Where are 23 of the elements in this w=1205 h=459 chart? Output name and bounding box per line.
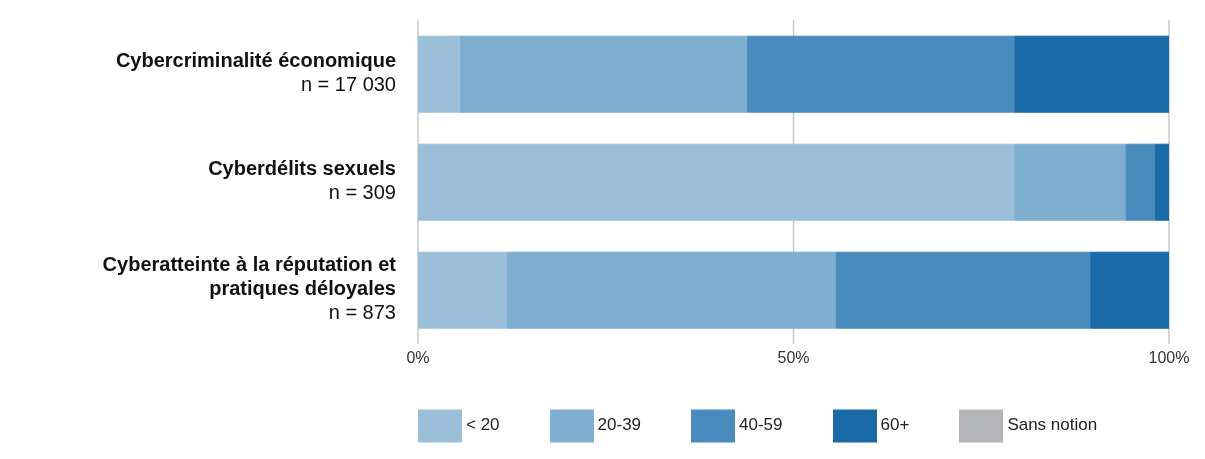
bar (506, 251, 837, 329)
legend-label: 60+ (880, 414, 910, 434)
bar (1090, 251, 1169, 329)
legend-label: Sans notion (1007, 414, 1098, 434)
y-tick-label: Cybercriminalité économique n = 17 030 (115, 49, 396, 96)
y-tick-label: Cyberatteinte à la réputation et pratiques déloyales n = 873 (102, 253, 397, 324)
bar (418, 143, 1016, 221)
bar (1014, 35, 1169, 113)
bar (1154, 143, 1169, 221)
legend-label: 20-39 (597, 414, 642, 434)
bar (835, 251, 1092, 329)
bar (460, 35, 749, 113)
x-tick-label: 50% (777, 349, 810, 367)
bar (418, 251, 508, 329)
x-tick-label: 0% (406, 349, 430, 367)
legend-label: 40-59 (739, 414, 783, 434)
bar (1125, 143, 1156, 221)
x-tick-label: 100% (1148, 349, 1190, 367)
bar (418, 35, 462, 113)
bar (1014, 143, 1127, 221)
y-tick-label: Cyberdélits sexuels n = 309 (208, 157, 396, 204)
legend-label: < 20 (466, 414, 500, 434)
bar (747, 35, 1016, 113)
